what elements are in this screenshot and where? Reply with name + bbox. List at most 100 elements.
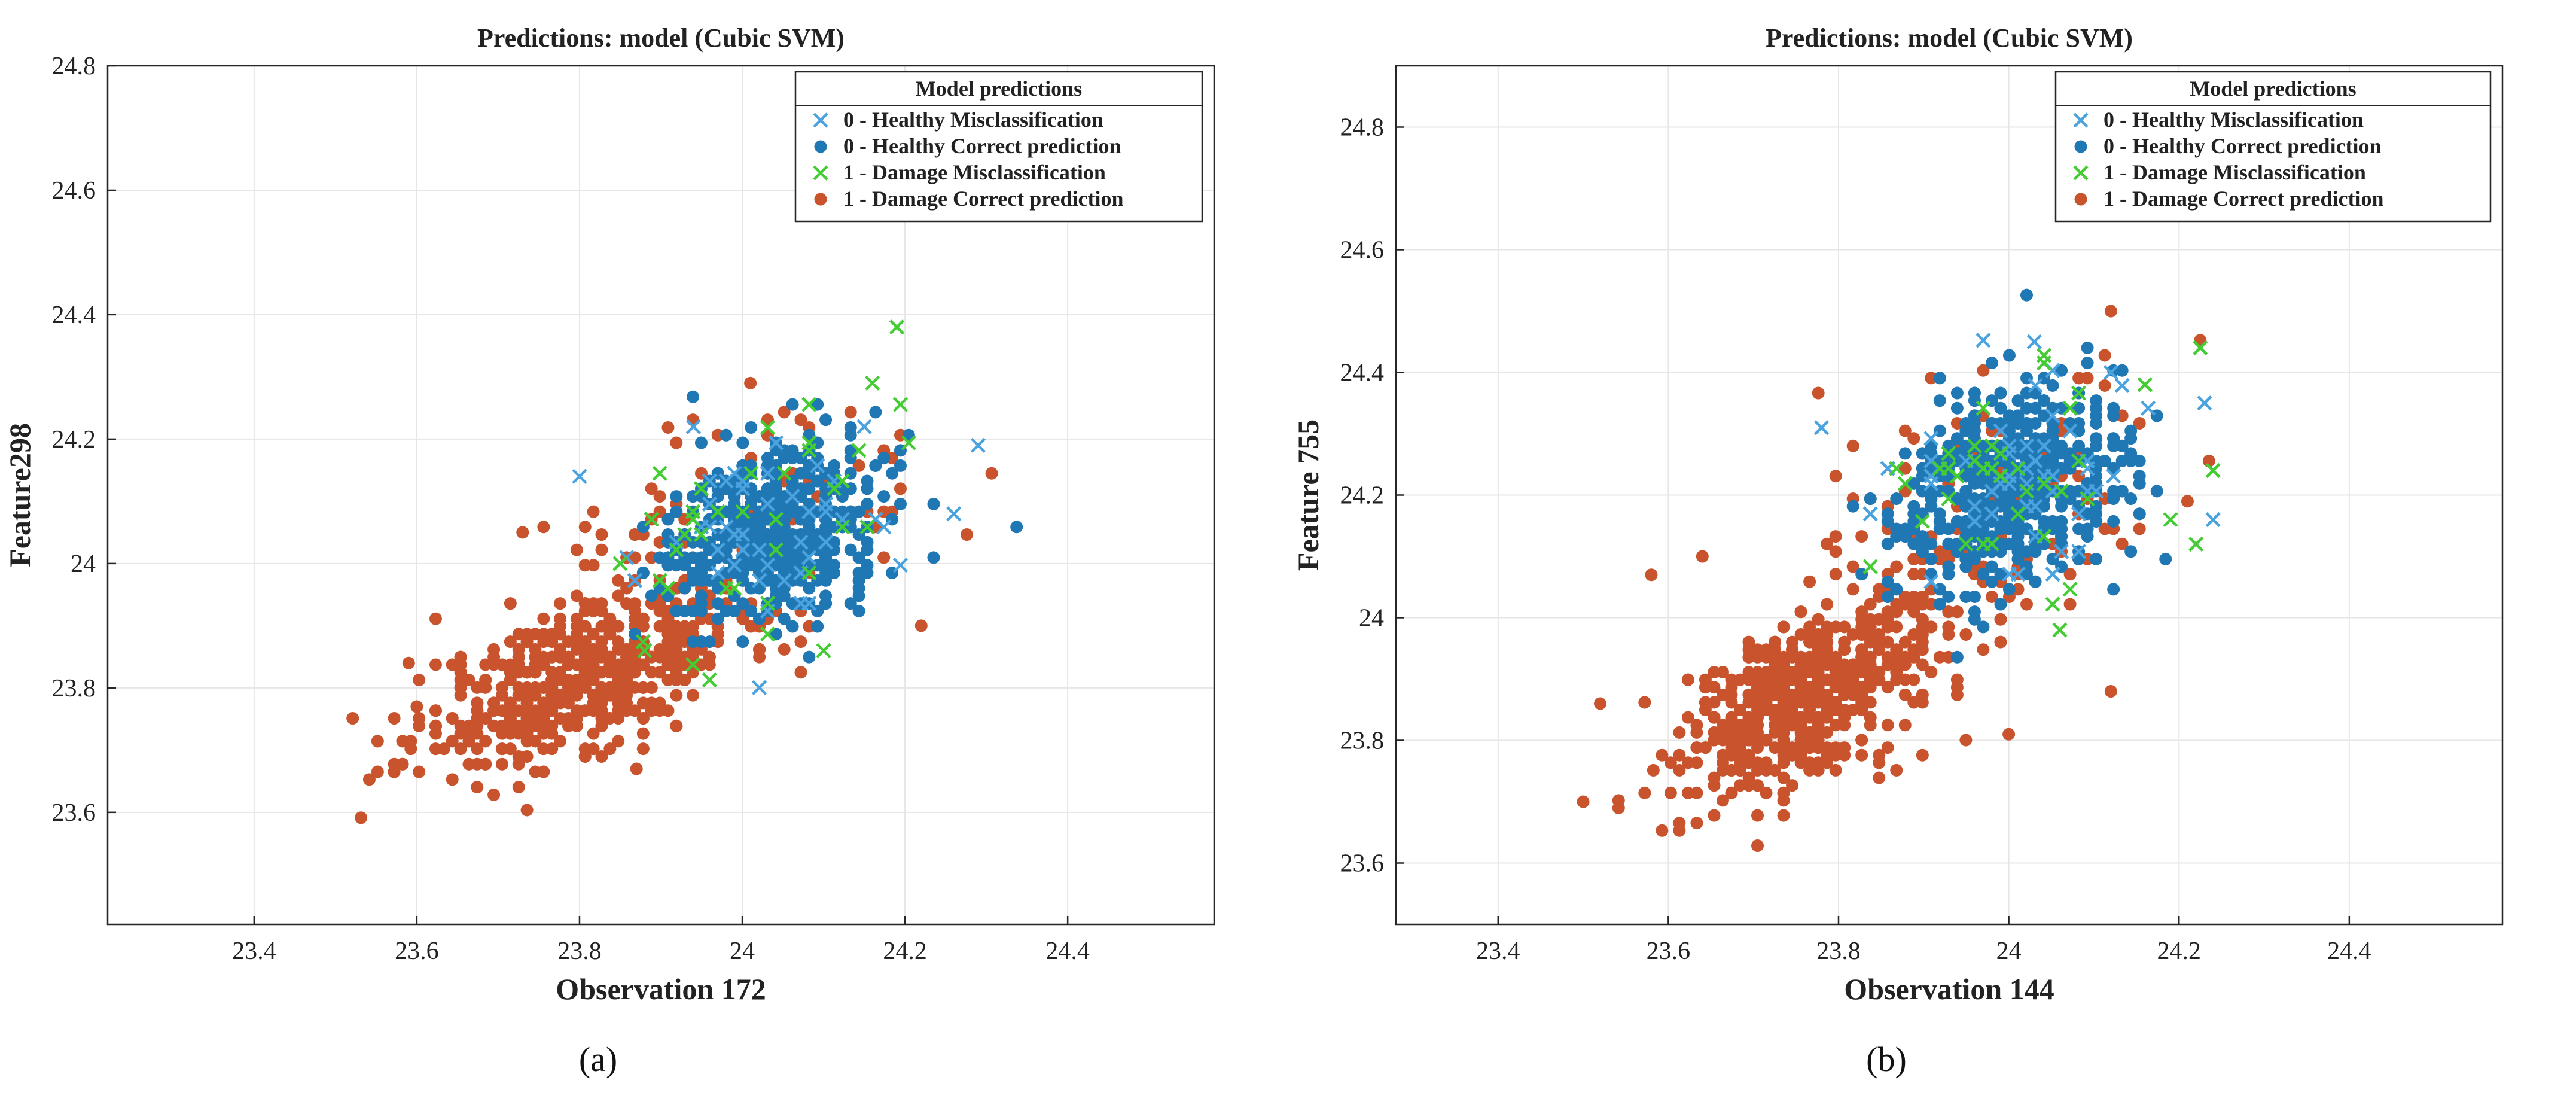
point-healthy-ok	[720, 604, 733, 617]
point-healthy-ok	[2107, 583, 2120, 596]
point-damage-ok	[1898, 658, 1912, 671]
point-damage-mis	[652, 465, 667, 481]
point-damage-mis	[1967, 438, 1983, 454]
point-damage-ok	[487, 658, 501, 671]
point-damage-mis	[2036, 348, 2052, 363]
y-tick-label: 23.8	[1340, 728, 1385, 755]
point-damage-mis	[901, 435, 916, 451]
point-damage-mis	[2080, 491, 2095, 507]
point-damage-ok	[1751, 696, 1764, 709]
point-damage-ok	[694, 658, 708, 671]
point-damage-ok	[554, 628, 567, 641]
point-damage-ok	[1864, 650, 1877, 664]
point-damage-ok	[562, 658, 575, 671]
point-damage-ok	[1977, 364, 1990, 377]
point-healthy-ok	[1933, 394, 1946, 407]
point-damage-ok	[1821, 658, 1834, 671]
point-damage-mis	[637, 643, 653, 659]
point-damage-ok	[1907, 673, 1920, 686]
legend-label-damage-mis-b: 1 - Damage Misclassification	[2104, 160, 2366, 184]
point-damage-ok	[1725, 711, 1738, 724]
point-healthy-ok	[819, 597, 833, 610]
point-damage-ok	[1916, 658, 1929, 671]
panel-label-b: (b)	[1866, 1040, 1907, 1079]
point-damage-ok	[504, 635, 517, 649]
point-healthy-ok	[2020, 545, 2033, 558]
point-damage-ok	[1716, 719, 1729, 732]
point-damage-ok	[1673, 817, 1686, 830]
point-healthy-ok	[1950, 650, 1964, 664]
point-damage-ok	[852, 459, 865, 472]
point-damage-ok	[1803, 696, 1816, 709]
point-healthy-mis	[2062, 423, 2078, 439]
point-damage-mis	[2045, 596, 2060, 612]
point-damage-ok	[1890, 560, 1903, 573]
point-damage-ok	[645, 482, 658, 495]
point-damage-ok	[529, 704, 542, 717]
point-damage-ok	[1760, 786, 1773, 799]
point-damage-ok	[1873, 590, 1886, 603]
point-healthy-ok	[1977, 620, 1990, 634]
point-damage-ok	[844, 406, 857, 419]
point-healthy-ok	[687, 635, 700, 649]
point-healthy-ok	[1916, 545, 1929, 558]
point-damage-ok	[736, 612, 749, 625]
point-damage-mis	[669, 542, 684, 558]
point-damage-ok	[429, 704, 442, 717]
point-healthy-mis	[627, 573, 643, 588]
point-damage-ok	[1708, 779, 1721, 792]
point-healthy-ok	[2002, 537, 2016, 550]
point-damage-mis	[851, 443, 867, 458]
point-healthy-ok	[1933, 598, 1946, 611]
point-healthy-ok	[852, 604, 865, 617]
point-healthy-mis	[2026, 334, 2042, 349]
point-damage-ok	[628, 704, 641, 717]
point-healthy-ok	[2011, 409, 2025, 422]
point-damage-ok	[1821, 748, 1834, 762]
point-damage-ok	[1829, 748, 1842, 762]
legend-entry-healthy-mis-a: 0 - Healthy Misclassification	[813, 108, 1103, 132]
point-healthy-mis	[2045, 567, 2060, 582]
point-healthy-ok	[1977, 568, 1990, 581]
point-damage-mis	[768, 542, 784, 558]
point-damage-ok	[537, 711, 550, 725]
point-damage-ok	[1751, 809, 1764, 822]
point-healthy-ok	[2081, 522, 2094, 535]
point-damage-mis	[710, 504, 725, 519]
point-damage-ok	[612, 574, 625, 587]
point-damage-ok	[2098, 522, 2111, 535]
point-healthy-ok	[819, 566, 833, 579]
y-tick-label: 23.8	[52, 675, 96, 702]
point-healthy-mis	[572, 468, 587, 484]
point-damage-ok	[570, 543, 583, 556]
point-damage-mis	[1941, 446, 1956, 461]
point-damage-mis	[2010, 461, 2026, 476]
point-damage-ok	[2133, 522, 2146, 535]
point-damage-ok	[1881, 681, 1894, 694]
point-healthy-ok	[1950, 492, 1964, 506]
point-damage-mis	[702, 672, 717, 688]
point-damage-ok	[794, 666, 807, 679]
point-damage-ok	[346, 711, 359, 725]
point-damage-ok	[537, 521, 550, 534]
point-healthy-ok	[1890, 583, 1903, 596]
point-healthy-ok	[2002, 583, 2016, 596]
point-damage-ok	[1925, 598, 1938, 611]
point-damage-ok	[1769, 635, 1782, 649]
point-damage-ok	[578, 620, 592, 633]
point-healthy-ok	[711, 612, 724, 625]
point-damage-ok	[778, 406, 791, 419]
point-damage-ok	[661, 612, 675, 625]
point-damage-ok	[1681, 756, 1694, 769]
point-healthy-ok	[703, 635, 716, 649]
point-damage-ok	[1942, 605, 1955, 619]
point-damage-ok	[2098, 379, 2111, 392]
point-damage-ok	[487, 788, 501, 801]
point-damage-ok	[578, 597, 592, 610]
point-damage-ok	[1812, 756, 1825, 769]
point-damage-ok	[1786, 748, 1799, 762]
point-damage-ok	[794, 635, 807, 649]
point-damage-ok	[587, 628, 600, 641]
point-damage-ok	[462, 735, 475, 748]
point-damage-ok	[1898, 719, 1912, 732]
